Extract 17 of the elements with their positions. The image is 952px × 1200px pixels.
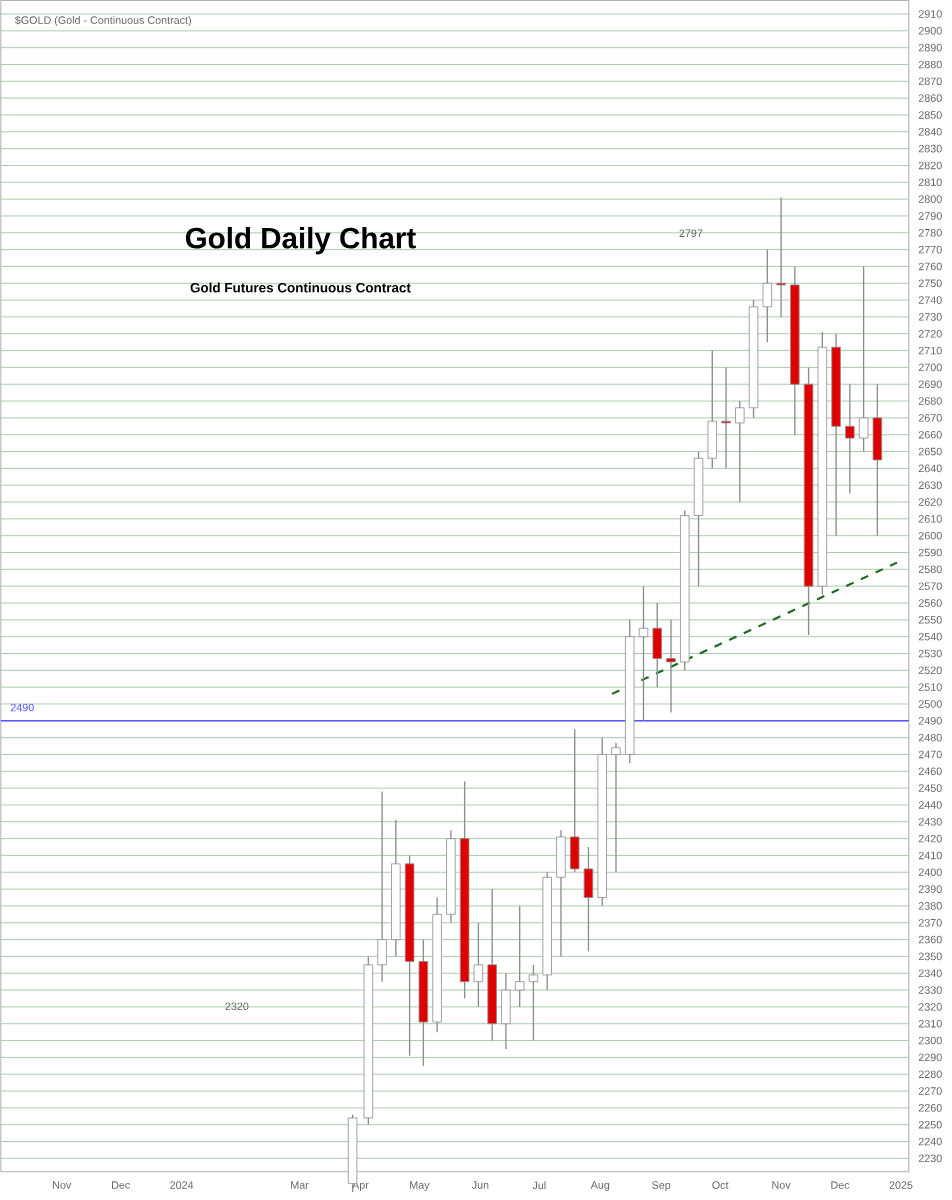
candlestick [735, 400, 745, 503]
candlestick [584, 846, 594, 953]
candlestick [529, 964, 539, 1042]
text: Gold Daily Chart [186, 226, 417, 255]
candlestick [707, 349, 718, 470]
candlestick [845, 383, 855, 495]
candlestick [611, 742, 622, 873]
candlestick [666, 619, 677, 714]
candlestick [501, 972, 512, 1050]
candlestick [377, 790, 388, 983]
candlestick [721, 366, 732, 470]
candlestick [474, 922, 484, 1008]
candlestick [556, 829, 567, 958]
candlestick [776, 196, 787, 318]
candlestick [639, 585, 649, 722]
candlestick [652, 602, 663, 688]
candlestick [873, 383, 883, 537]
